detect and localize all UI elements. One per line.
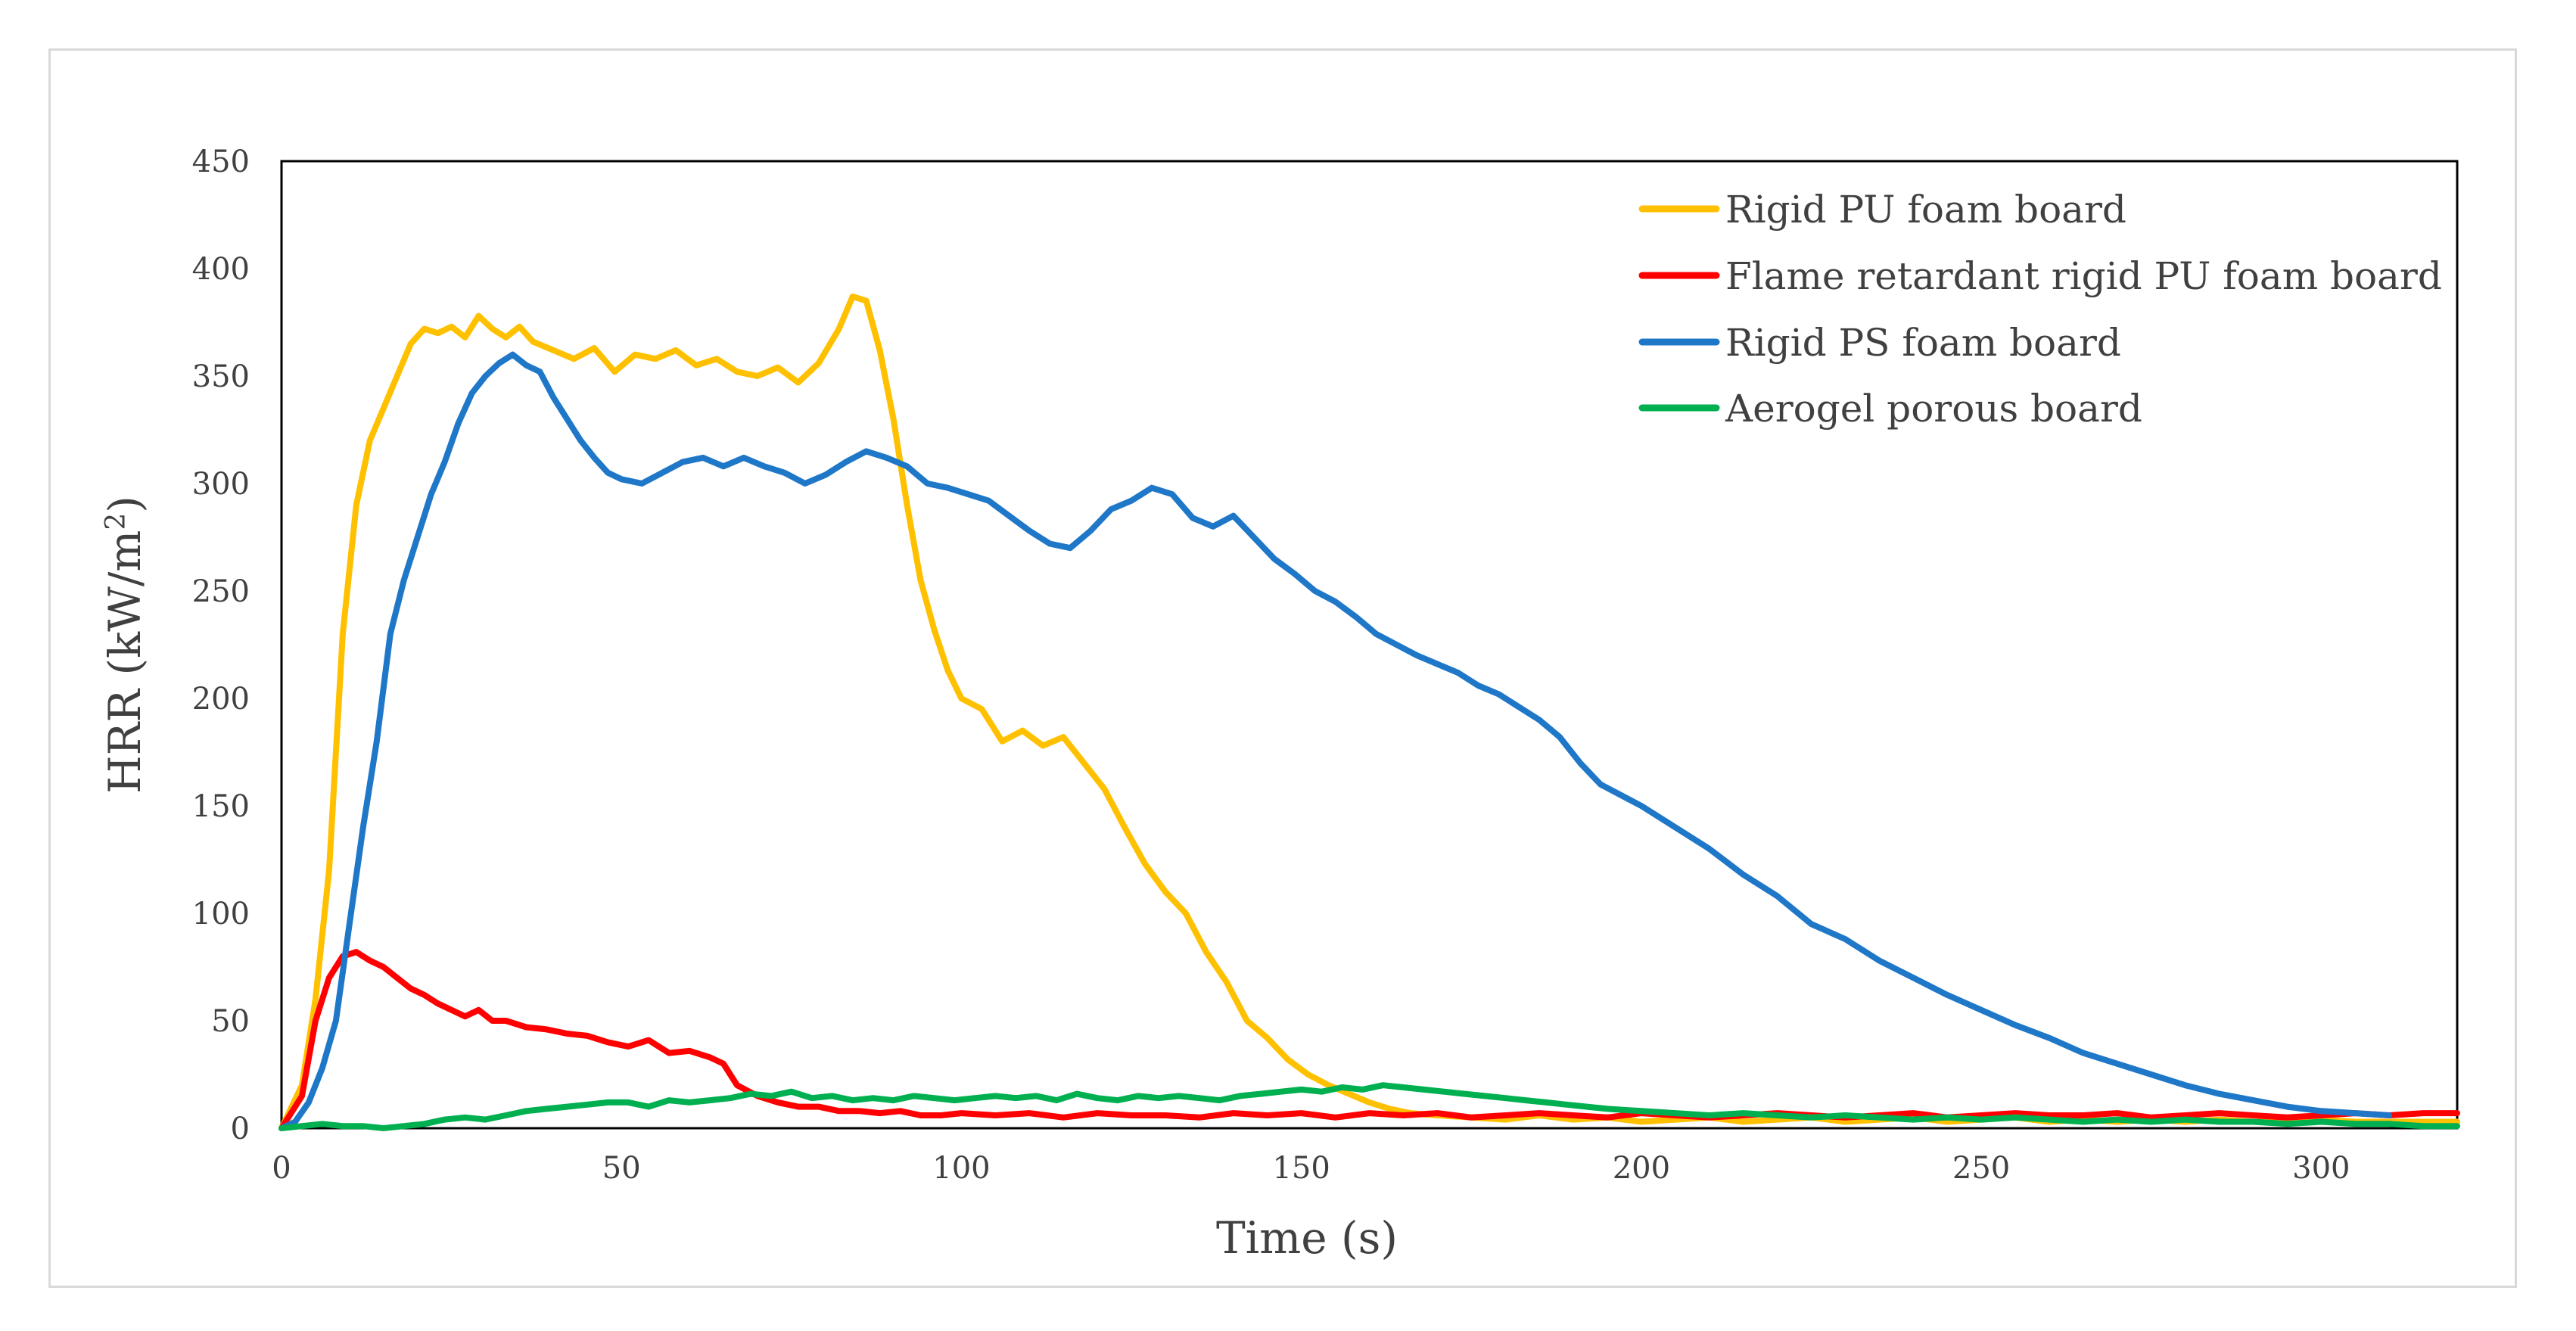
chart-frame bbox=[48, 48, 2517, 1288]
x-tick-label: 50 bbox=[602, 1151, 641, 1186]
x-tick-label: 200 bbox=[1613, 1151, 1670, 1186]
x-tick-label: 300 bbox=[2292, 1151, 2350, 1186]
x-tick-label: 250 bbox=[1952, 1151, 2010, 1186]
y-tick-label: 450 bbox=[192, 145, 250, 179]
y-tick-label: 250 bbox=[192, 574, 250, 609]
legend-label-flame-retardant-pu: Flame retardant rigid PU foam board bbox=[1725, 254, 2442, 298]
y-axis-title: HRR (kW/m2) bbox=[99, 496, 151, 794]
x-tick-label: 150 bbox=[1272, 1151, 1330, 1186]
x-axis-title: Time (s) bbox=[1216, 1212, 1398, 1264]
series-line-aerogel bbox=[278, 1082, 2460, 1131]
legend-label-aerogel: Aerogel porous board bbox=[1725, 387, 2142, 431]
legend: Rigid PU foam board Flame retardant rigi… bbox=[1638, 188, 2442, 431]
legend-label-rigid-ps: Rigid PS foam board bbox=[1725, 321, 2121, 365]
x-tick-label: 100 bbox=[932, 1151, 990, 1186]
y-tick-label: 150 bbox=[192, 789, 250, 824]
y-axis-title-main: HRR (kW/m bbox=[99, 530, 151, 794]
y-axis-ticks: 0 50 100 150 200 250 300 350 400 450 bbox=[192, 145, 250, 1146]
y-tick-label: 100 bbox=[192, 897, 250, 931]
x-axis-ticks: 0 50 100 150 200 250 300 bbox=[272, 1151, 2350, 1186]
y-tick-label: 200 bbox=[192, 682, 250, 717]
y-axis-title-superscript: 2 bbox=[101, 513, 132, 530]
series-lines bbox=[278, 293, 2460, 1131]
plot-area bbox=[280, 160, 2459, 1130]
y-axis-title-close: ) bbox=[99, 496, 151, 513]
legend-label-rigid-pu: Rigid PU foam board bbox=[1725, 188, 2126, 232]
y-tick-label: 0 bbox=[231, 1112, 250, 1146]
y-tick-label: 400 bbox=[192, 252, 250, 287]
y-tick-label: 300 bbox=[192, 467, 250, 502]
y-tick-label: 350 bbox=[192, 359, 250, 394]
x-tick-label: 0 bbox=[272, 1151, 291, 1186]
series-line-rigid-ps bbox=[278, 351, 2393, 1131]
series-line-flame-retardant-pu bbox=[278, 949, 2460, 1131]
y-tick-label: 50 bbox=[211, 1004, 250, 1039]
